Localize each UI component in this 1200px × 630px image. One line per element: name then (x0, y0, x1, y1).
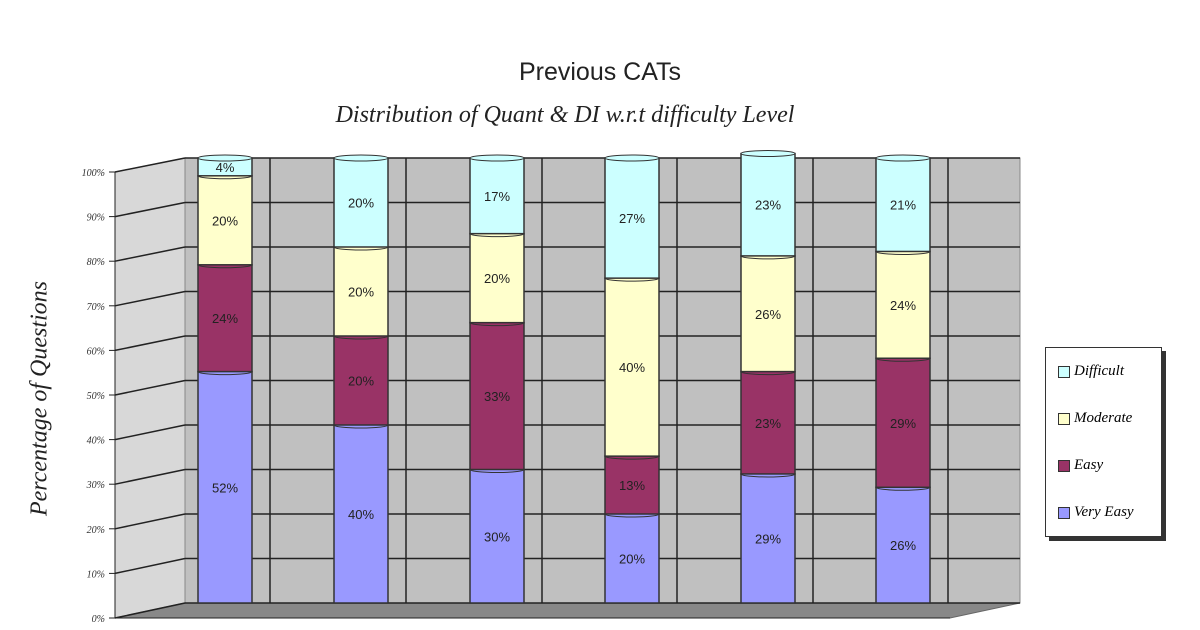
bar-segment (469, 321, 525, 471)
legend-item: Very Easy (1046, 489, 1161, 536)
bar-segment (604, 455, 660, 515)
legend-swatch (1058, 412, 1070, 425)
legend-label: Easy (1074, 457, 1104, 473)
data-label: 26% (755, 307, 781, 322)
legend-swatch (1058, 365, 1070, 378)
legend-swatch (1058, 459, 1070, 472)
gridline (114, 379, 186, 396)
bar-segment (197, 264, 253, 373)
y-tick-label: 90% (87, 213, 105, 224)
data-label: 20% (348, 374, 374, 389)
data-label: 33% (484, 389, 510, 404)
gridline (114, 290, 186, 307)
chart-title: Previous CATs (518, 58, 682, 86)
data-label: 21% (890, 198, 916, 213)
data-label: 40% (619, 360, 645, 375)
gridline (114, 602, 186, 619)
bar-segment-top (740, 150, 796, 158)
bar-segment (604, 157, 660, 279)
y-tick-label: 50% (87, 391, 105, 402)
bar-segment-top (875, 154, 931, 162)
y-tick-label: 30% (86, 480, 105, 491)
data-label: 20% (619, 552, 645, 567)
data-label: 29% (890, 416, 916, 431)
gridline (114, 157, 186, 173)
data-label: 20% (348, 196, 374, 211)
y-tick-label: 70% (87, 302, 105, 313)
bar-segment (740, 370, 796, 475)
y-tick-label: 100% (82, 168, 105, 179)
chart-subtitle: Distribution of Quant & DI w.r.t difficu… (335, 102, 795, 128)
bar-segment-top (604, 154, 660, 162)
gridline (114, 246, 186, 262)
data-label: 52% (212, 480, 238, 495)
gridline (114, 513, 186, 530)
data-label: 4% (216, 160, 235, 175)
bar-segment-top (197, 154, 253, 162)
floor (114, 602, 1021, 619)
y-tick-label: 60% (87, 346, 105, 357)
data-label: 30% (484, 529, 510, 544)
data-label: 40% (348, 507, 374, 522)
data-label: 24% (212, 311, 238, 326)
bar-segment (604, 277, 660, 457)
gridline (114, 468, 186, 485)
bar-segment (875, 250, 931, 359)
bar-segment (333, 246, 389, 337)
bar-segment (469, 468, 525, 604)
bar-segment (333, 157, 389, 248)
data-label: 20% (484, 271, 510, 286)
legend-item: Difficult (1046, 348, 1161, 395)
bar-segment (333, 335, 389, 426)
y-tick-label: 20% (87, 525, 105, 536)
bar-segment (740, 152, 796, 257)
gridline (114, 335, 186, 352)
legend-swatch (1058, 506, 1070, 519)
bar-segment (875, 486, 931, 604)
data-label: 29% (755, 531, 781, 546)
legend-label: Difficult (1074, 363, 1124, 379)
data-label: 20% (348, 285, 374, 300)
y-tick-label: 80% (87, 257, 105, 268)
data-label: 17% (484, 189, 510, 204)
legend-label: Moderate (1074, 410, 1133, 426)
data-label: 23% (755, 198, 781, 213)
gridline (114, 557, 186, 575)
gridline (114, 424, 186, 441)
bar-segment-top (469, 154, 525, 162)
bar-segment (875, 157, 931, 253)
data-label: 20% (212, 213, 238, 228)
data-label: 27% (619, 211, 645, 226)
data-label: 24% (890, 298, 916, 313)
data-label: 23% (755, 416, 781, 431)
data-label: 13% (619, 478, 645, 493)
legend-item: Easy (1046, 442, 1161, 489)
bar-segment (197, 175, 253, 266)
data-label: 26% (890, 538, 916, 553)
legend: Difficult Moderate Easy Very Easy (1045, 347, 1162, 537)
gridline (114, 201, 186, 218)
y-tick-label: 40% (87, 436, 105, 447)
bar-segment (469, 232, 525, 324)
legend-item: Moderate (1046, 395, 1161, 442)
bar-segment (604, 513, 660, 604)
y-tick-label: 10% (87, 569, 105, 580)
y-tick-label: 0% (92, 614, 105, 625)
legend-label: Very Easy (1074, 504, 1134, 520)
bar-segment-top (333, 154, 389, 162)
